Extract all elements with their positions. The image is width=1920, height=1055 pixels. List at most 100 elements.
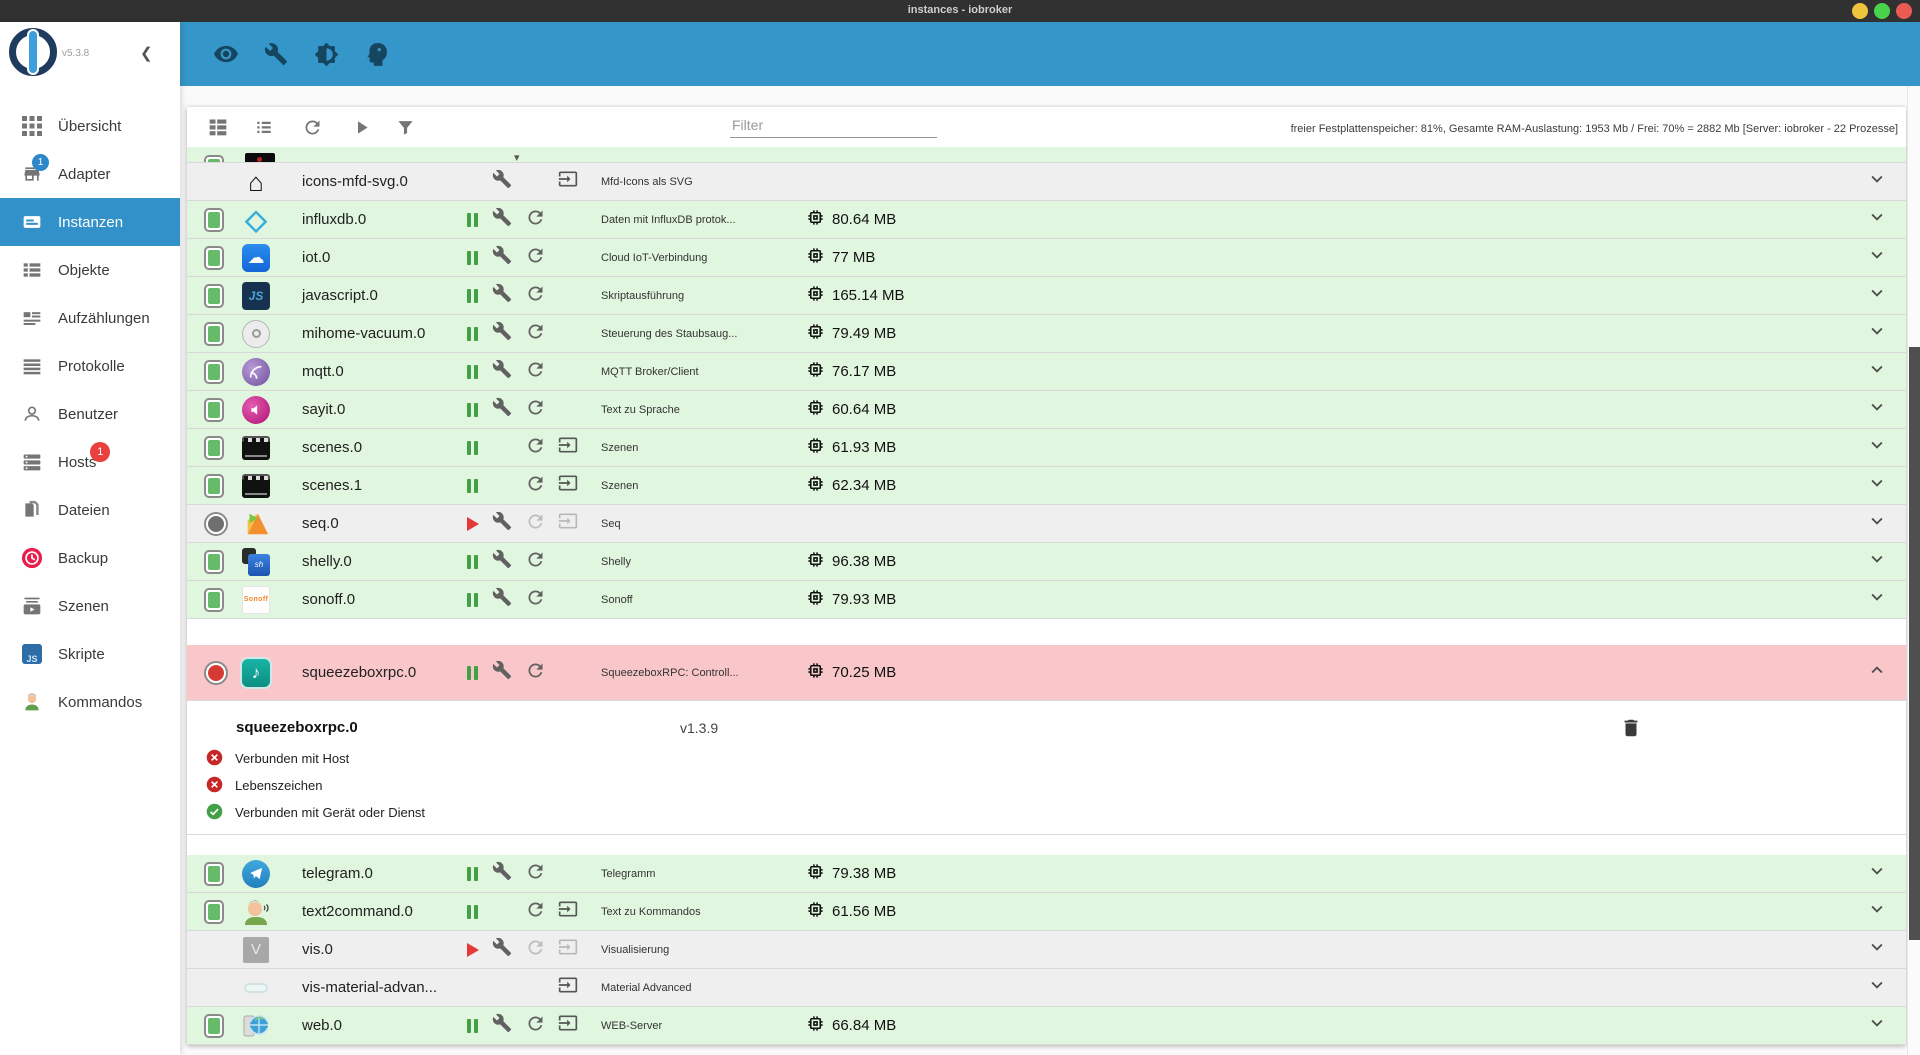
- instance-link-icon[interactable]: [558, 975, 578, 1000]
- expand-row-cell[interactable]: [1848, 472, 1906, 499]
- table-row[interactable]: text2command.0 Text zu Kommandos 61.56 MB: [187, 893, 1906, 931]
- refresh-cell[interactable]: [525, 549, 558, 575]
- schedule-cell[interactable]: [558, 1013, 591, 1038]
- refresh-cell[interactable]: [525, 660, 558, 686]
- table-row[interactable]: ☁ iot.0 Cloud IoT-Verbindung 77 MB: [187, 239, 1906, 277]
- collapse-sidebar-icon[interactable]: ❮: [140, 45, 153, 62]
- visibility-icon[interactable]: [212, 40, 240, 68]
- refresh-cell[interactable]: [525, 397, 558, 423]
- restart-instance-icon[interactable]: [525, 899, 546, 925]
- chevron-down-icon[interactable]: [1866, 282, 1888, 309]
- pause-instance-icon[interactable]: [467, 478, 478, 493]
- settings-cell[interactable]: [492, 660, 525, 685]
- expand-row-cell[interactable]: [1848, 659, 1906, 686]
- settings-wrench-icon[interactable]: [492, 1013, 512, 1038]
- reload-icon[interactable]: [301, 116, 323, 138]
- chevron-up-icon[interactable]: [1866, 659, 1888, 686]
- close-button[interactable]: [1896, 3, 1912, 19]
- chevron-down-icon[interactable]: [1866, 860, 1888, 887]
- expand-row-cell[interactable]: [1848, 206, 1906, 233]
- refresh-cell[interactable]: [525, 1013, 558, 1039]
- restart-instance-icon[interactable]: [525, 861, 546, 887]
- expand-row-cell[interactable]: [1848, 434, 1906, 461]
- expand-row-cell[interactable]: [1848, 898, 1906, 925]
- chevron-down-icon[interactable]: [1866, 320, 1888, 347]
- sidebar-item-adapter[interactable]: 1 Adapter: [0, 150, 180, 198]
- refresh-cell[interactable]: [525, 321, 558, 347]
- chevron-down-icon[interactable]: [1866, 358, 1888, 385]
- sidebar-item--bersicht[interactable]: Übersicht: [0, 102, 180, 150]
- toggle-cell[interactable]: [467, 1018, 492, 1033]
- restart-instance-icon[interactable]: [525, 473, 546, 499]
- restart-instance-icon[interactable]: [525, 1013, 546, 1039]
- sidebar-item-kommandos[interactable]: Kommandos: [0, 678, 180, 726]
- settings-wrench-icon[interactable]: [492, 245, 512, 270]
- chevron-down-icon[interactable]: [1866, 936, 1888, 963]
- settings-cell[interactable]: [492, 1013, 525, 1038]
- settings-cell[interactable]: [492, 245, 525, 270]
- sidebar-item-instanzen[interactable]: Instanzen: [0, 198, 180, 246]
- settings-wrench-icon[interactable]: [492, 587, 512, 612]
- toggle-cell[interactable]: [467, 326, 492, 341]
- restart-instance-icon[interactable]: [525, 359, 546, 385]
- table-row[interactable]: mqtt.0 MQTT Broker/Client 76.17 MB: [187, 353, 1906, 391]
- start-all-icon[interactable]: [350, 116, 372, 138]
- settings-wrench-icon[interactable]: [492, 660, 512, 685]
- table-row[interactable]: Sonoff sonoff.0 Sonoff 79.93 MB: [187, 581, 1906, 619]
- table-row[interactable]: seq.0 Seq: [187, 505, 1906, 543]
- settings-wrench-icon[interactable]: [492, 359, 512, 384]
- table-row[interactable]: sayit.0 Text zu Sprache 60.64 MB: [187, 391, 1906, 429]
- sidebar-item-skripte[interactable]: JS Skripte: [0, 630, 180, 678]
- view-tiles-icon[interactable]: [207, 116, 229, 138]
- table-row[interactable]: JS javascript.0 Skriptausführung 165.14 MB: [187, 277, 1906, 315]
- toggle-cell[interactable]: [467, 516, 492, 531]
- refresh-cell[interactable]: [525, 899, 558, 925]
- expand-row-cell[interactable]: [1848, 358, 1906, 385]
- expand-row-cell[interactable]: [1848, 282, 1906, 309]
- toggle-cell[interactable]: [467, 402, 492, 417]
- refresh-cell[interactable]: [525, 245, 558, 271]
- minimize-button[interactable]: [1852, 3, 1868, 19]
- settings-cell[interactable]: [492, 587, 525, 612]
- sidebar-item-dateien[interactable]: Dateien: [0, 486, 180, 534]
- restart-instance-icon[interactable]: [525, 587, 546, 613]
- chevron-down-icon[interactable]: [1866, 434, 1888, 461]
- toggle-cell[interactable]: [467, 554, 492, 569]
- sidebar-item-szenen[interactable]: Szenen: [0, 582, 180, 630]
- scrollbar-thumb[interactable]: [1909, 347, 1920, 940]
- schedule-cell[interactable]: [558, 975, 591, 1000]
- expand-row-cell[interactable]: [1848, 974, 1906, 1001]
- settings-wrench-icon[interactable]: [492, 283, 512, 308]
- instance-link-icon[interactable]: [558, 473, 578, 498]
- expand-row-cell[interactable]: [1848, 510, 1906, 537]
- expand-row-cell[interactable]: [1848, 860, 1906, 887]
- restart-instance-icon[interactable]: [525, 435, 546, 461]
- chevron-down-icon[interactable]: [1866, 206, 1888, 233]
- expand-row-cell[interactable]: [1848, 244, 1906, 271]
- settings-cell[interactable]: [492, 549, 525, 574]
- instance-link-icon[interactable]: [558, 899, 578, 924]
- chevron-down-icon[interactable]: [1866, 472, 1888, 499]
- expert-mode-icon[interactable]: [362, 40, 390, 68]
- table-row[interactable]: mihome-vacuum.0 Steuerung des Staubsaug..…: [187, 315, 1906, 353]
- pause-instance-icon[interactable]: [467, 904, 478, 919]
- settings-wrench-icon[interactable]: [492, 169, 512, 194]
- schedule-cell[interactable]: [558, 435, 591, 460]
- start-instance-icon[interactable]: [467, 516, 479, 531]
- restart-instance-icon[interactable]: [525, 660, 546, 686]
- pause-instance-icon[interactable]: [467, 440, 478, 455]
- schedule-cell[interactable]: [558, 899, 591, 924]
- pause-instance-icon[interactable]: [467, 665, 478, 680]
- expand-row-cell[interactable]: [1848, 168, 1906, 195]
- restart-instance-icon[interactable]: [525, 245, 546, 271]
- refresh-cell[interactable]: [525, 861, 558, 887]
- pause-instance-icon[interactable]: [467, 250, 478, 265]
- toggle-cell[interactable]: [467, 866, 492, 881]
- settings-cell[interactable]: [492, 861, 525, 886]
- sidebar-item-backup[interactable]: Backup: [0, 534, 180, 582]
- chevron-down-icon[interactable]: [1866, 396, 1888, 423]
- toggle-cell[interactable]: [467, 250, 492, 265]
- pause-instance-icon[interactable]: [467, 866, 478, 881]
- expand-row-cell[interactable]: [1848, 320, 1906, 347]
